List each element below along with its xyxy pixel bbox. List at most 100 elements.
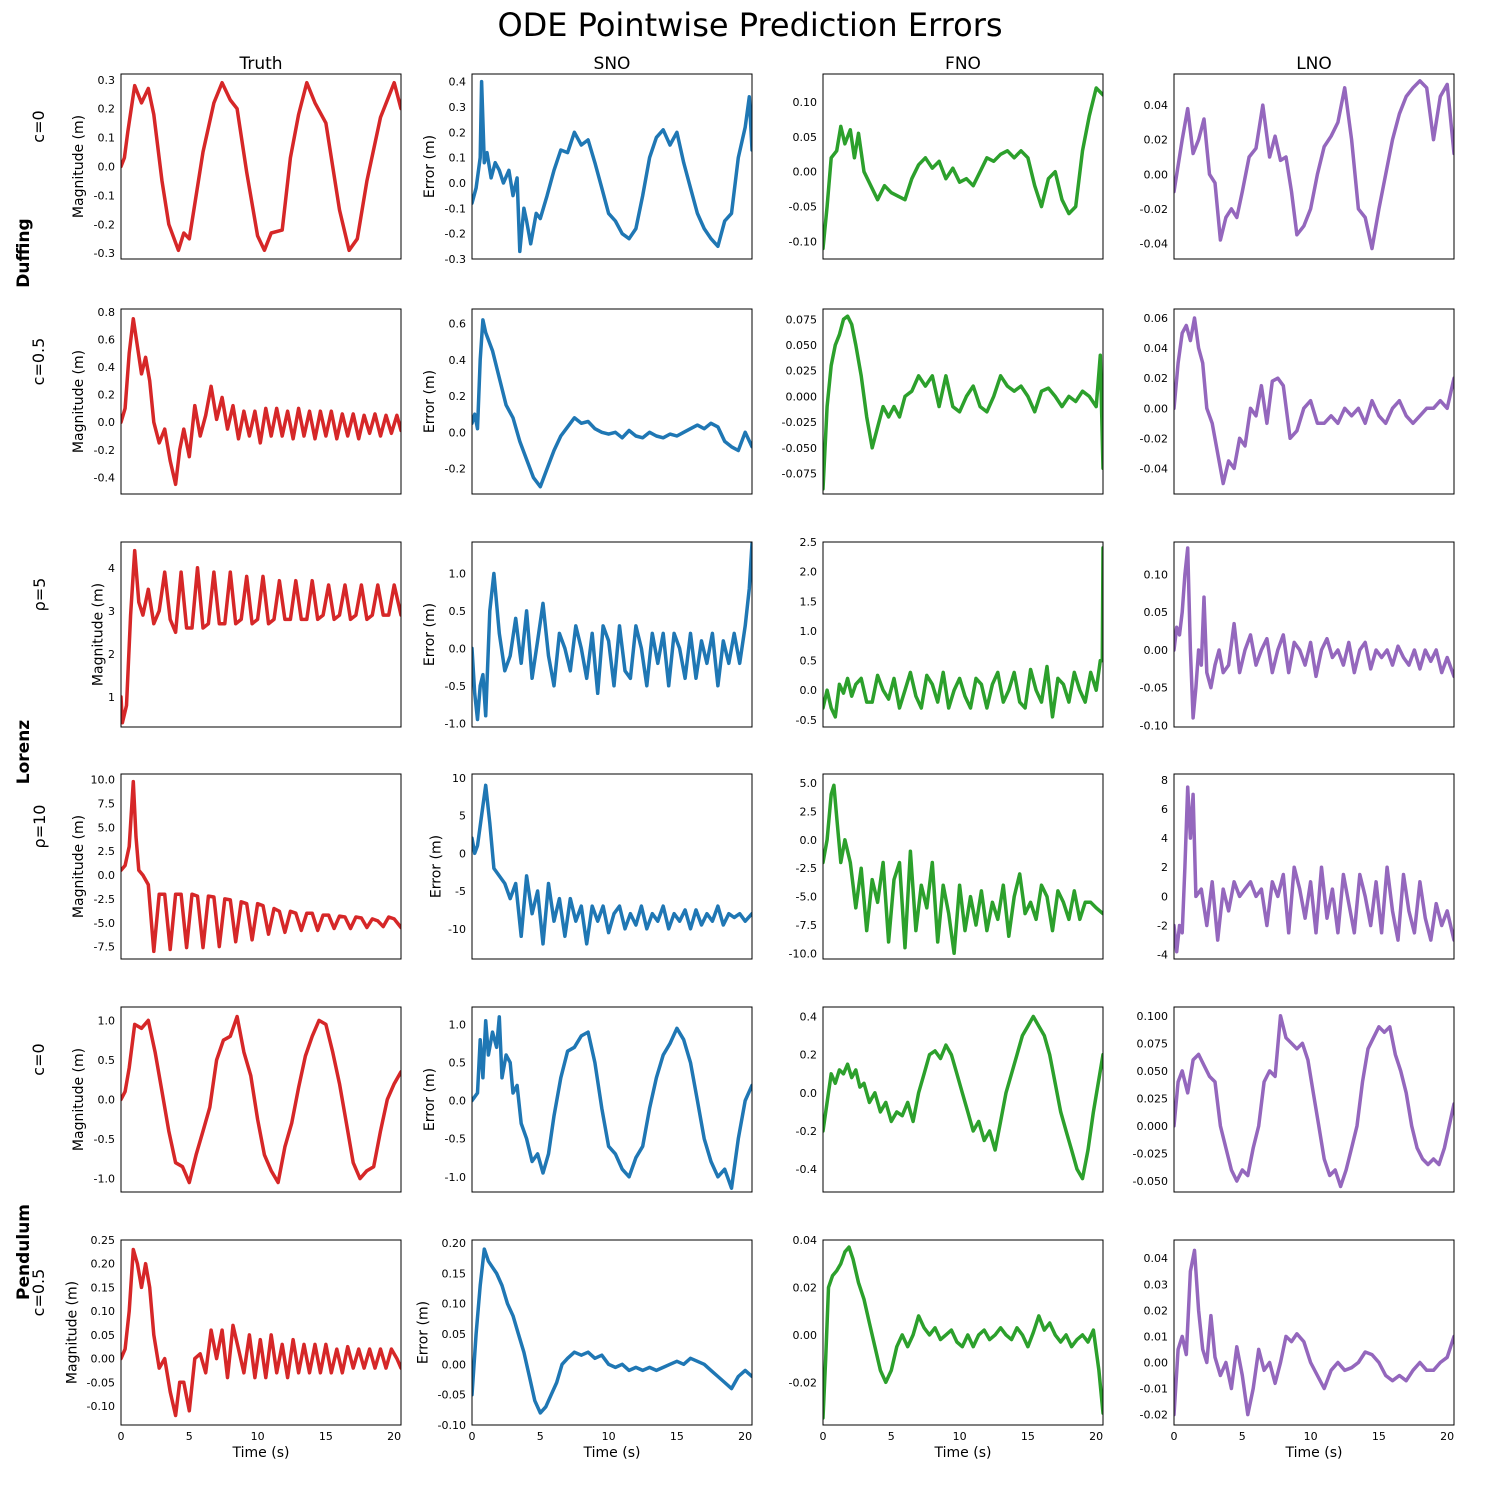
y-tick-label: 0.3 <box>449 101 467 114</box>
y-tick-label: -0.3 <box>445 253 466 266</box>
y-tick-label: 0.050 <box>786 339 818 352</box>
y-tick-label: 0.5 <box>98 1054 116 1067</box>
y-tick-label: 0.10 <box>1144 568 1169 581</box>
y-tick-label: -0.025 <box>1133 1147 1168 1160</box>
y-tick-label: -5 <box>455 885 466 898</box>
row-label: c=0 <box>29 1043 48 1075</box>
y-tick-label: -0.3 <box>94 247 115 260</box>
y-tick-label: 2.5 <box>800 536 818 549</box>
series-line-truth <box>121 1247 401 1418</box>
y-tick-label: -0.050 <box>1133 1175 1168 1188</box>
y-tick-label: -10 <box>448 923 466 936</box>
y-tick-label: -0.10 <box>789 236 817 249</box>
panel-sno-row-5: -0.10 -0.05 0.00 0.05 0.10 0.15 0.20 Error (m) 0… <box>416 1237 753 1461</box>
panel-lno-row-5: -0.02 -0.01 0.00 0.01 0.02 0.03 0.04 0 5 10 15 20 Ti… <box>1140 1239 1455 1461</box>
y-tick-label: -2.5 <box>796 862 817 875</box>
y-tick-label: 0.15 <box>442 1267 467 1280</box>
y-tick-label: -0.05 <box>438 1389 466 1402</box>
column-title: FNO <box>945 54 981 74</box>
axes-frame <box>1173 73 1455 260</box>
x-tick-label: 0 <box>469 1430 476 1443</box>
y-tick-label: 0.02 <box>1144 372 1169 385</box>
row-label: c=0.5 <box>29 338 48 386</box>
y-axis-label: Magnitude (m) <box>71 350 87 453</box>
y-tick-label: 7.5 <box>98 798 116 811</box>
series-line-sno <box>472 1247 752 1415</box>
panel-truth-row-3: -7.5 -5.0 -2.5 0.0 2.5 5.0 7.5 10.0 Magnitude (m… <box>30 773 402 960</box>
y-tick-label: -1.0 <box>94 1173 115 1186</box>
x-tick-label: 15 <box>1372 1430 1386 1443</box>
y-tick-label: 0.000 <box>1137 1120 1169 1133</box>
group-label: Lorenz <box>14 720 34 785</box>
y-tick-label: -7.5 <box>94 941 115 954</box>
x-tick-label: 15 <box>319 1430 333 1443</box>
panel-fno-row-5: -0.02 0.00 0.02 0.04 0 5 10 15 20 Time (s) <box>789 1234 1104 1461</box>
series-line-sno <box>472 318 752 489</box>
series-line-fno <box>823 1014 1103 1181</box>
y-tick-label: 0.0 <box>800 834 818 847</box>
axes-frame <box>1173 773 1455 960</box>
axes-frame <box>822 541 1104 728</box>
series-line-lno <box>1174 316 1454 486</box>
y-tick-label: 2.0 <box>800 566 818 579</box>
y-tick-label: 0.025 <box>1137 1092 1169 1105</box>
series-line-fno <box>823 783 1103 956</box>
y-tick-label: -0.025 <box>782 416 817 429</box>
y-tick-label: 8 <box>1161 774 1168 787</box>
y-tick-label: 2 <box>1161 861 1168 874</box>
y-tick-label: 0.20 <box>442 1237 467 1250</box>
y-tick-label: 0.1 <box>449 152 467 165</box>
panel-sno-row-0: -0.3 -0.2 -0.1 0.0 0.1 0.2 0.3 0.4 Error (m) <box>422 73 753 266</box>
axes-frame <box>120 541 402 728</box>
x-tick-label: 5 <box>888 1430 895 1443</box>
y-tick-label: -0.02 <box>1140 432 1168 445</box>
y-tick-label: 0.15 <box>91 1281 116 1294</box>
y-tick-label: -0.02 <box>1140 203 1168 216</box>
y-tick-label: -4 <box>1157 949 1168 962</box>
y-tick-label: -0.01 <box>1140 1383 1168 1396</box>
axes-frame <box>471 1239 753 1426</box>
y-axis-label: Error (m) <box>416 1301 432 1364</box>
y-tick-label: 10 <box>452 772 466 785</box>
axes-frame <box>471 773 753 960</box>
series-line-fno <box>823 86 1103 251</box>
y-tick-label: 0.5 <box>449 605 467 618</box>
y-tick-label: 3 <box>108 605 115 618</box>
x-tick-label: 15 <box>1021 1430 1035 1443</box>
y-tick-label: -0.5 <box>445 1133 466 1146</box>
axes-frame <box>471 73 753 260</box>
y-tick-label: 1.0 <box>449 1019 467 1032</box>
x-tick-label: 15 <box>670 1430 684 1443</box>
y-tick-label: 0.00 <box>1144 168 1169 181</box>
panel-sno-row-2: -1.0 -0.5 0.0 0.5 1.0 Error (m) <box>422 541 753 730</box>
y-axis-label: Error (m) <box>422 135 438 198</box>
y-tick-label: 0.06 <box>1144 312 1169 325</box>
x-tick-label: 0 <box>118 1430 125 1443</box>
y-tick-label: -0.2 <box>94 444 115 457</box>
y-tick-label: 0.0 <box>449 177 467 190</box>
axes-frame <box>120 73 402 260</box>
y-tick-label: -0.05 <box>789 201 817 214</box>
y-tick-label: 0.0 <box>98 161 116 174</box>
row-label: c=0 <box>29 110 48 142</box>
column-title: Truth <box>238 54 282 74</box>
y-tick-label: -0.5 <box>445 680 466 693</box>
y-tick-label: 0.4 <box>800 1011 818 1024</box>
y-tick-label: 0.00 <box>1144 644 1169 657</box>
y-tick-label: 0.100 <box>1137 1010 1169 1023</box>
y-tick-label: -5.0 <box>796 891 817 904</box>
series-line-lno <box>1174 1014 1454 1189</box>
y-tick-label: 1 <box>108 691 115 704</box>
y-tick-label: 0.04 <box>793 1234 818 1247</box>
axes-frame <box>120 308 402 495</box>
y-axis-label: Magnitude (m) <box>71 815 87 918</box>
y-tick-label: 0.05 <box>91 1329 116 1342</box>
x-tick-label: 10 <box>251 1430 265 1443</box>
y-tick-label: 1.5 <box>800 595 818 608</box>
column-titles: Truth SNO FNO LNO <box>238 54 1331 74</box>
column-title: LNO <box>1296 54 1332 74</box>
y-tick-label: 5.0 <box>98 821 116 834</box>
y-tick-label: -0.1 <box>445 202 466 215</box>
